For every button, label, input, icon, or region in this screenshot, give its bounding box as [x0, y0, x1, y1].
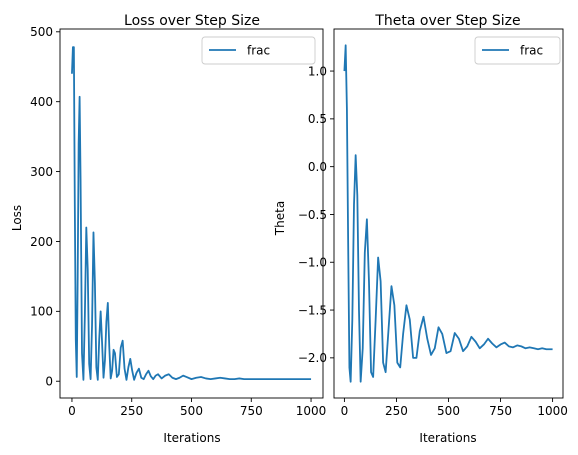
loss-x-axis-label: Iterations [163, 431, 220, 445]
loss-y-tick-label: 0 [45, 375, 53, 389]
loss-y-tick-label: 400 [30, 95, 53, 109]
theta-y-tick-label: −0.5 [298, 208, 327, 222]
theta-x-tick-label: 750 [489, 404, 512, 418]
theta-x-tick-label: 0 [341, 404, 349, 418]
loss-x-tick-label: 1000 [296, 404, 327, 418]
theta-x-axis-label: Iterations [419, 431, 476, 445]
theta-x-tick-label: 1000 [537, 404, 568, 418]
theta-legend-box [474, 36, 561, 65]
theta-x-tick-label: 500 [437, 404, 460, 418]
loss-y-tick-label: 200 [30, 235, 53, 249]
loss-legend-label: frac [247, 44, 270, 58]
theta-y-tick-label: 0.5 [308, 112, 327, 126]
theta-legend-label: frac [520, 44, 543, 58]
loss-y-tick-label: 300 [30, 165, 53, 179]
loss-legend-box [201, 36, 316, 65]
loss-y-ticks: 0 100 200 300 400 500 [30, 25, 60, 389]
theta-chart-title: Theta over Step Size [374, 13, 520, 29]
theta-x-ticks: 0 250 500 750 1000 [341, 398, 568, 418]
loss-x-tick-label: 0 [68, 404, 76, 418]
theta-plot-frame [333, 28, 564, 399]
theta-y-tick-label: 1.0 [308, 64, 327, 78]
loss-x-tick-label: 750 [240, 404, 263, 418]
loss-chart-title: Loss over Step Size [124, 13, 260, 29]
loss-y-tick-label: 500 [30, 25, 53, 39]
theta-y-ticks: 1.0 0.5 0.0 −0.5 −1.0 −1.5 −2.0 [298, 64, 334, 365]
theta-y-tick-label: −1.5 [298, 303, 327, 317]
theta-legend: frac [474, 36, 561, 65]
loss-x-tick-label: 250 [120, 404, 143, 418]
loss-x-ticks: 0 250 500 750 1000 [68, 398, 326, 418]
theta-y-tick-label: −1.0 [298, 256, 327, 270]
loss-y-tick-label: 100 [30, 305, 53, 319]
loss-legend: frac [201, 36, 316, 65]
loss-series-line-frac [71, 46, 312, 381]
theta-subplot: Theta over Step Size Iterations Theta 0 2… [273, 13, 568, 445]
loss-y-axis-label: Loss [10, 205, 24, 231]
theta-series-line-frac [343, 44, 553, 383]
loss-x-tick-label: 500 [180, 404, 203, 418]
loss-subplot: Loss over Step Size Iterations Loss 0 250… [10, 13, 326, 445]
theta-y-axis-label: Theta [273, 201, 287, 236]
loss-plot-frame [59, 28, 324, 399]
theta-y-tick-label: −2.0 [298, 351, 327, 365]
theta-x-tick-label: 250 [385, 404, 408, 418]
theta-y-tick-label: 0.0 [308, 160, 327, 174]
